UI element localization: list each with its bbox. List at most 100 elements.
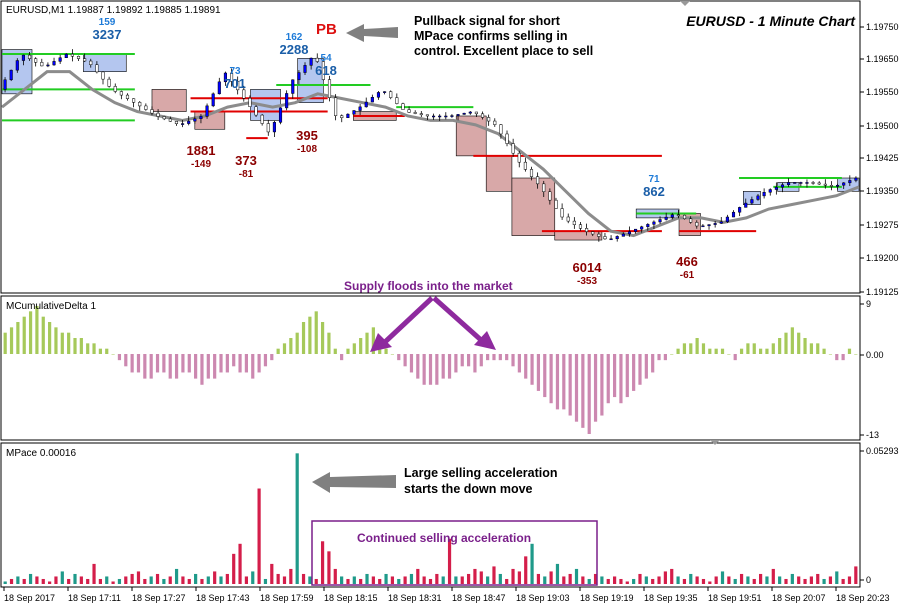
time-tick-label: 18 Sep 2017: [4, 593, 55, 603]
delta-bar: [60, 332, 64, 354]
candle-body: [266, 123, 270, 133]
candle-body: [505, 133, 509, 144]
swing-label-top: 71: [648, 174, 660, 185]
delta-bar: [9, 327, 14, 354]
candle-body: [162, 116, 166, 120]
delta-bar: [130, 354, 134, 373]
delta-bar: [587, 354, 591, 434]
candle-body: [321, 61, 325, 80]
pace-bar: [3, 581, 7, 584]
delta-bar: [295, 332, 299, 354]
pace-title: MPace 0.00016: [6, 448, 76, 459]
delta-tick-label: 9: [866, 299, 871, 309]
candle-body: [597, 233, 601, 237]
pace-bar: [390, 576, 395, 584]
candle-body: [242, 89, 246, 99]
pace-bar: [657, 576, 661, 584]
pace-tick-label: 0: [866, 575, 871, 585]
candle-body: [774, 186, 778, 190]
delta-bar: [549, 354, 553, 404]
candle-body: [9, 69, 13, 81]
delta-bar: [562, 354, 566, 410]
supply-arrows: [370, 296, 496, 352]
candle-body: [187, 120, 191, 124]
delta-bar: [86, 343, 90, 354]
swing-label-bottom: 3237: [93, 27, 122, 42]
pace-bar: [54, 576, 58, 584]
delta-bar: [35, 306, 39, 354]
pace-bar: [384, 573, 388, 584]
delta-bar: [48, 322, 52, 354]
delta-bar: [428, 354, 433, 385]
pace-bar: [244, 576, 249, 584]
pace-bar: [48, 581, 52, 584]
delta-bar: [612, 354, 617, 398]
delta-bar: [746, 343, 750, 354]
pace-bar: [752, 578, 756, 584]
pace-bar: [638, 573, 642, 584]
delta-bar: [200, 354, 204, 385]
candle-body: [493, 120, 497, 125]
delta-bar: [498, 354, 502, 361]
candle-body: [713, 223, 717, 225]
pace-bar: [441, 576, 445, 584]
candle-body: [285, 93, 289, 109]
candle-body: [346, 113, 350, 119]
candle-body: [297, 72, 301, 81]
pace-bar: [352, 576, 356, 584]
pace-bar: [187, 578, 191, 584]
candle-body: [303, 65, 307, 73]
delta-bar: [422, 354, 426, 385]
delta-bar: [759, 348, 763, 354]
candle-body: [419, 113, 423, 116]
delta-bar: [136, 354, 141, 373]
candle-body: [536, 176, 540, 185]
candle-body: [572, 220, 576, 225]
candle-body: [780, 184, 785, 188]
delta-bar: [365, 332, 369, 354]
candle-body: [401, 103, 405, 110]
pace-bar: [67, 578, 71, 584]
delta-plot: [3, 306, 858, 434]
candle-body: [230, 72, 234, 82]
pace-bar: [454, 576, 458, 584]
candle-body: [150, 109, 154, 114]
delta-bar: [397, 354, 401, 361]
time-tick-label: 18 Sep 17:27: [132, 593, 186, 603]
pace-bar: [149, 576, 153, 584]
range-box: [554, 230, 603, 241]
candle-body: [799, 182, 803, 184]
pace-bar: [771, 568, 775, 584]
axes: 1.19750 1.19650 1.19550 1.19500 1.19425 1.193…: [3, 1, 899, 603]
pace-bar: [549, 571, 553, 584]
candle-body: [750, 199, 754, 204]
candle-body: [315, 57, 319, 62]
pace-bar: [587, 578, 591, 584]
candle-body: [3, 79, 7, 90]
swing-label-bottom: -81: [239, 169, 254, 180]
candle-body: [670, 214, 674, 218]
delta-bar: [854, 354, 858, 355]
delta-tick-label: -13: [866, 430, 879, 440]
pace-bar: [111, 581, 115, 584]
pace-bar: [701, 578, 706, 584]
pace-bar: [359, 578, 363, 584]
delta-bar: [835, 354, 839, 361]
pace-bar: [79, 576, 83, 584]
delta-bar: [651, 354, 655, 373]
delta-bar: [689, 343, 693, 354]
delta-bar: [352, 343, 356, 354]
delta-bar: [276, 348, 280, 354]
range-box: [151, 89, 187, 112]
time-tick-label: 18 Sep 17:43: [196, 593, 250, 603]
delta-bar: [765, 348, 769, 354]
main-pane: [0, 0, 861, 294]
pace-bar: [168, 576, 172, 584]
candle-body: [499, 124, 503, 135]
candle-body: [664, 216, 668, 220]
swing-label-bottom: 862: [643, 184, 665, 199]
pace-bar: [632, 578, 636, 584]
pace-pane: [0, 442, 861, 588]
candle-body: [725, 216, 729, 223]
